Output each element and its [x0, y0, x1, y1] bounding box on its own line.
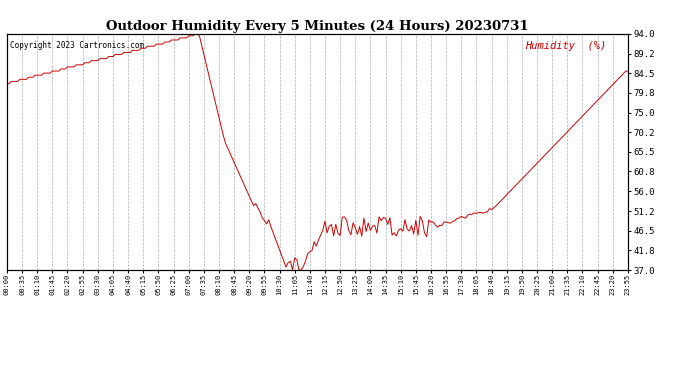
Text: Copyright 2023 Cartronics.com: Copyright 2023 Cartronics.com	[10, 41, 144, 50]
Title: Outdoor Humidity Every 5 Minutes (24 Hours) 20230731: Outdoor Humidity Every 5 Minutes (24 Hou…	[106, 20, 529, 33]
Text: Humidity  (%): Humidity (%)	[525, 41, 606, 51]
